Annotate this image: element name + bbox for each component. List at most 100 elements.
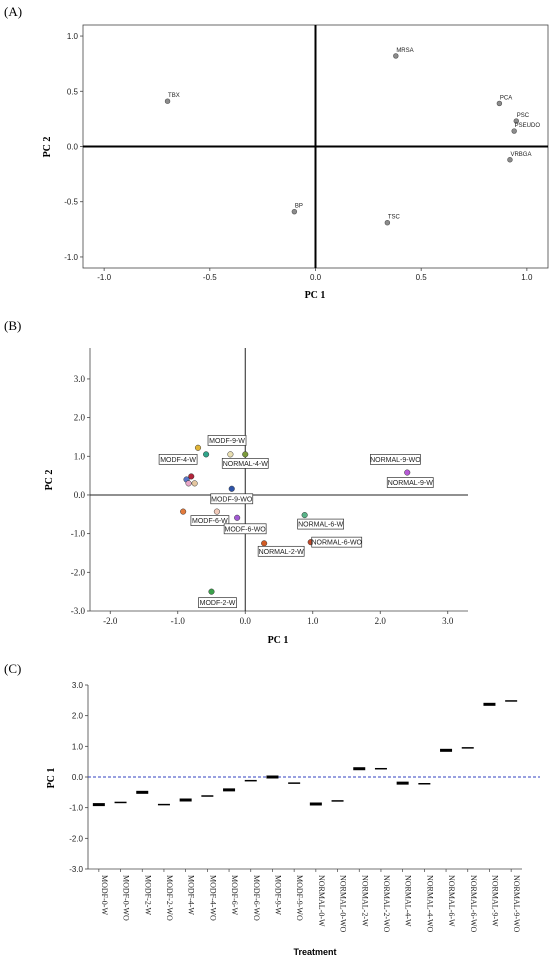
panel-b-point-label-box	[386, 477, 434, 488]
panel-c-y-title: PC 1	[46, 768, 57, 789]
panel-b-point	[191, 480, 198, 487]
panel-a-point-label: TSC	[388, 215, 401, 221]
panel-c-y-tick-label: -3.0	[69, 865, 83, 874]
panel-c-category-label: NORMAL-2-W	[360, 875, 369, 927]
panel-b-extra-label: MODF-9-W	[209, 438, 245, 445]
panel-a-point	[393, 53, 399, 59]
panel-c-y-tick-label: -2.0	[69, 834, 83, 843]
panel-b-y-title: PC 2	[44, 470, 55, 491]
panel-a-point-label: PSEUDO	[515, 123, 541, 129]
panel-b-y-tick-label: -3.0	[71, 606, 86, 616]
panel-b-point-label: NORMAL-2-W	[259, 549, 305, 556]
panel-a-y-tick-label: 1.0	[67, 32, 79, 41]
panel-b-point	[301, 512, 308, 519]
panel-c-x-title: Treatment	[293, 947, 336, 957]
panel-b-point-label-box	[370, 454, 421, 465]
panel-b-point-label: MODF-6-W	[192, 518, 228, 525]
panel-a-point-label: BP	[295, 204, 303, 210]
panel-b-y-tick-label: 1.0	[74, 451, 86, 461]
panel-c-category-label: MODF-6-W	[230, 875, 239, 915]
panel-b-y-tick-label: 0.0	[74, 490, 86, 500]
panel-a-label: (A)	[4, 4, 22, 19]
panel-b-point-label-box	[311, 536, 363, 548]
panel-a-point	[291, 208, 298, 215]
panel-c-category-label: NORMAL-9-W	[490, 875, 499, 927]
panel-c-category-label: NORMAL-6-W	[447, 875, 456, 927]
panel-c-category-label: NORMAL-4-WO	[425, 875, 434, 933]
panel-b-label: (B)	[4, 318, 21, 333]
panel-a-x-tick-label: -0.5	[203, 273, 217, 282]
panel-b-point	[208, 588, 215, 595]
panel-a-point-label: TBX	[168, 93, 180, 99]
panel-a-y-tick-label: -1.0	[64, 253, 78, 262]
panel-a-point	[164, 98, 171, 104]
panel-c-category-label: NORMAL-6-WO	[469, 875, 478, 933]
panel-a-point	[511, 128, 517, 134]
panel-b-x-title: PC 1	[268, 635, 289, 646]
panel-b-point-label: MODF-2-W	[200, 600, 236, 607]
panel-b-x-tick-label: 2.0	[375, 616, 387, 626]
panel-b-x-tick-label: -1.0	[171, 616, 186, 626]
panel-a-x-title: PC 1	[305, 290, 326, 301]
panel-b-point	[228, 485, 235, 492]
panel-c-y-tick-label: -1.0	[69, 804, 83, 813]
panel-c-category-label: MODF-2-WO	[165, 875, 174, 921]
panel-b-point-label: NORMAL-6-WO	[311, 540, 362, 547]
panel-c-y-tick-label: 0.0	[72, 773, 84, 782]
panel-a-y-tick-label: 0.0	[67, 143, 79, 152]
panel-a-point	[507, 157, 513, 163]
panel-b-point	[203, 451, 210, 458]
panel-c-category-label: MODF-0-WO	[122, 875, 131, 921]
panel-b-point	[227, 451, 234, 458]
panel-c-category-label: MODF-0-W	[100, 875, 109, 915]
panel-c-category-label: NORMAL-2-WO	[382, 875, 391, 933]
panel-b-point-label: NORMAL-4-W	[223, 461, 269, 468]
panel-c-category-label: NORMAL-0-W	[317, 875, 326, 927]
panel-b-point-label-box	[257, 545, 305, 557]
panel-a-plot: -1.0 -0.5 0.0 0.5 1.0 1.0 0.5 0.0 -0.5 -1.0 MRSA TB…	[64, 24, 549, 282]
panel-b-point-label-box	[190, 515, 230, 526]
panel-a-point-label: PSC	[517, 113, 530, 119]
panel-c-category-label: MODF-4-WO	[208, 875, 217, 921]
panel-b-point-label: MODF-6-WO	[225, 526, 267, 533]
panel-b-point	[261, 540, 268, 547]
panel-b-point-label-box	[198, 597, 237, 609]
panel-b-y-tick-label: 3.0	[74, 374, 86, 384]
panel-b-point-label-box	[223, 523, 267, 535]
panel-b-y-tick-label: -2.0	[71, 567, 86, 577]
panel-c-y-tick-label: 2.0	[72, 712, 84, 721]
panel-b-plot: -2.0 -1.0 0.0 1.0 2.0 3.0 3.0 2.0 1.0 0.0 -1.0 -2.0…	[71, 348, 468, 626]
panel-a-y-tick-label: 0.5	[67, 87, 79, 96]
panel-c-category-label: NORMAL-0-WO	[339, 875, 348, 933]
panel-b-point	[242, 451, 249, 458]
panel-c-category-label: MODF-9-W	[273, 875, 282, 915]
panel-a-point-label: VRBGA	[510, 152, 531, 158]
panel-a-point	[513, 118, 519, 124]
panel-a-x-tick-label: 0.5	[416, 273, 428, 282]
panel-a-point	[384, 220, 391, 226]
panel-b-point-label: NORMAL-9-W	[388, 480, 434, 487]
panel-b-point	[194, 444, 202, 451]
panel-c-y-tick-label: 3.0	[72, 681, 84, 690]
panel-b-point-label-box	[158, 454, 198, 465]
panel-c-category-label: MODF-6-WO	[252, 875, 261, 921]
panel-a-point	[496, 100, 503, 107]
panel-b-x-tick-label: 1.0	[307, 616, 319, 626]
panel-a-point-label: PCA	[500, 95, 512, 101]
panel-b-point	[404, 469, 411, 476]
panel-b-point	[188, 473, 195, 480]
panel-a-x-tick-label: 0.0	[310, 273, 322, 282]
panel-b-point-label-box	[297, 518, 344, 530]
panel-b-point	[185, 480, 192, 487]
panel-b-point-label: MODF-4-W	[160, 457, 196, 464]
panel-b-point-label: MODF-9-WO	[211, 496, 253, 503]
panel-b-x-tick-label: 0.0	[240, 616, 252, 626]
panel-b-point	[180, 508, 187, 515]
panel-c-category-label: NORMAL-4-W	[404, 875, 413, 927]
panel-b-point	[234, 514, 241, 521]
panel-c-plot: 3.0 2.0 1.0 0.0 -1.0 -2.0 -3.0 MODF-0-W MODF-0-W…	[69, 681, 540, 933]
panel-a-point-label: MRSA	[396, 48, 413, 54]
panel-b-extra-label-box	[207, 435, 247, 446]
panel-b-point-label-box	[210, 493, 254, 505]
